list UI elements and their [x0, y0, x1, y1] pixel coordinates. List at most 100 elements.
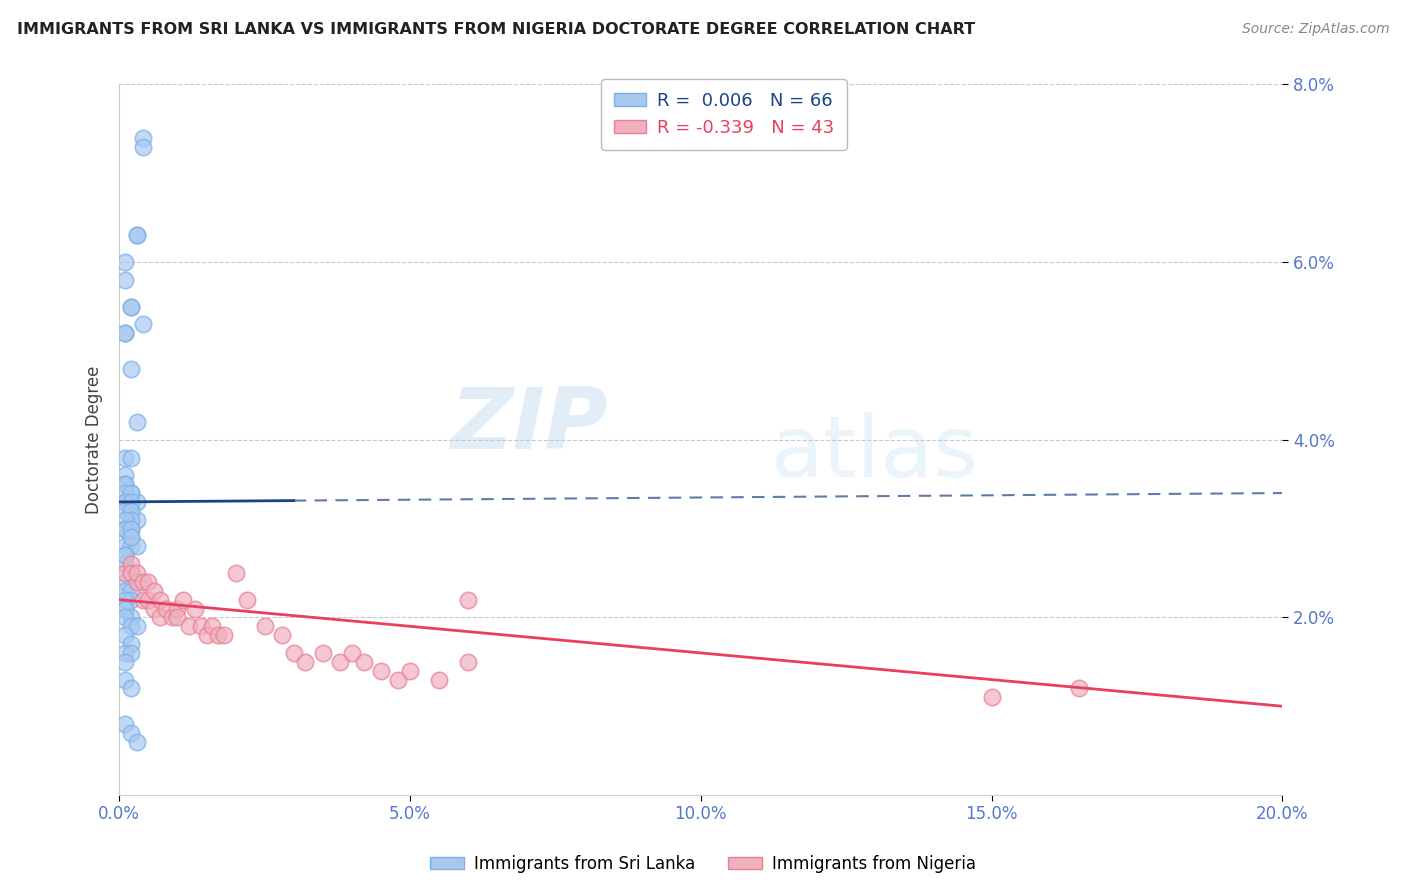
Point: [125, 574, 148, 589]
Y-axis label: Doctorate Degree: Doctorate Degree: [86, 366, 103, 514]
Point: [131, 139, 153, 153]
Point: [1067, 681, 1090, 696]
Point: [114, 548, 136, 562]
Point: [131, 592, 153, 607]
Point: [114, 601, 136, 615]
Point: [271, 628, 294, 642]
Point: [114, 477, 136, 491]
Point: [120, 610, 142, 624]
Point: [120, 646, 142, 660]
Point: [120, 522, 142, 536]
Point: [120, 566, 142, 580]
Point: [120, 531, 142, 545]
Point: [370, 664, 392, 678]
Point: [131, 574, 153, 589]
Point: [114, 486, 136, 500]
Point: [155, 601, 177, 615]
Point: [387, 673, 409, 687]
Point: [114, 583, 136, 598]
Point: [253, 619, 276, 633]
Point: [190, 619, 212, 633]
Point: [120, 583, 142, 598]
Point: [120, 531, 142, 545]
Point: [120, 300, 142, 314]
Point: [125, 228, 148, 243]
Point: [131, 130, 153, 145]
Point: [340, 646, 363, 660]
Point: [120, 486, 142, 500]
Point: [114, 504, 136, 518]
Point: [114, 522, 136, 536]
Point: [114, 513, 136, 527]
Point: [120, 513, 142, 527]
Point: [131, 318, 153, 332]
Point: [114, 495, 136, 509]
Point: [457, 655, 479, 669]
Point: [207, 628, 229, 642]
Text: IMMIGRANTS FROM SRI LANKA VS IMMIGRANTS FROM NIGERIA DOCTORATE DEGREE CORRELATIO: IMMIGRANTS FROM SRI LANKA VS IMMIGRANTS …: [17, 22, 974, 37]
Point: [143, 601, 166, 615]
Point: [125, 495, 148, 509]
Point: [329, 655, 352, 669]
Point: [980, 690, 1002, 705]
Point: [125, 539, 148, 553]
Point: [114, 628, 136, 642]
Point: [125, 513, 148, 527]
Point: [212, 628, 235, 642]
Point: [120, 681, 142, 696]
Point: [125, 228, 148, 243]
Point: [114, 273, 136, 287]
Point: [294, 655, 316, 669]
Point: [120, 300, 142, 314]
Point: [114, 566, 136, 580]
Point: [160, 610, 183, 624]
Point: [114, 450, 136, 465]
Point: [114, 673, 136, 687]
Point: [353, 655, 375, 669]
Point: [177, 619, 200, 633]
Point: [120, 361, 142, 376]
Point: [283, 646, 305, 660]
Point: [125, 735, 148, 749]
Point: [427, 673, 450, 687]
Point: [201, 619, 224, 633]
Legend: R =  0.006   N = 66, R = -0.339   N = 43: R = 0.006 N = 66, R = -0.339 N = 43: [602, 79, 846, 150]
Point: [114, 655, 136, 669]
Point: [114, 522, 136, 536]
Point: [225, 566, 247, 580]
Point: [120, 486, 142, 500]
Point: [114, 592, 136, 607]
Point: [114, 326, 136, 340]
Point: [149, 592, 172, 607]
Point: [236, 592, 259, 607]
Point: [114, 601, 136, 615]
Point: [138, 592, 160, 607]
Point: [114, 610, 136, 624]
Point: [114, 548, 136, 562]
Point: [166, 601, 188, 615]
Text: Source: ZipAtlas.com: Source: ZipAtlas.com: [1241, 22, 1389, 37]
Point: [457, 592, 479, 607]
Point: [195, 628, 218, 642]
Point: [120, 539, 142, 553]
Point: [114, 557, 136, 571]
Point: [120, 557, 142, 571]
Point: [114, 495, 136, 509]
Point: [114, 477, 136, 491]
Text: atlas: atlas: [770, 412, 979, 495]
Point: [138, 574, 160, 589]
Point: [312, 646, 335, 660]
Point: [120, 619, 142, 633]
Point: [114, 717, 136, 731]
Point: [120, 504, 142, 518]
Point: [120, 726, 142, 740]
Point: [166, 610, 188, 624]
Point: [143, 583, 166, 598]
Point: [114, 326, 136, 340]
Point: [114, 255, 136, 269]
Point: [114, 646, 136, 660]
Point: [184, 601, 207, 615]
Point: [114, 574, 136, 589]
Point: [120, 637, 142, 651]
Point: [125, 566, 148, 580]
